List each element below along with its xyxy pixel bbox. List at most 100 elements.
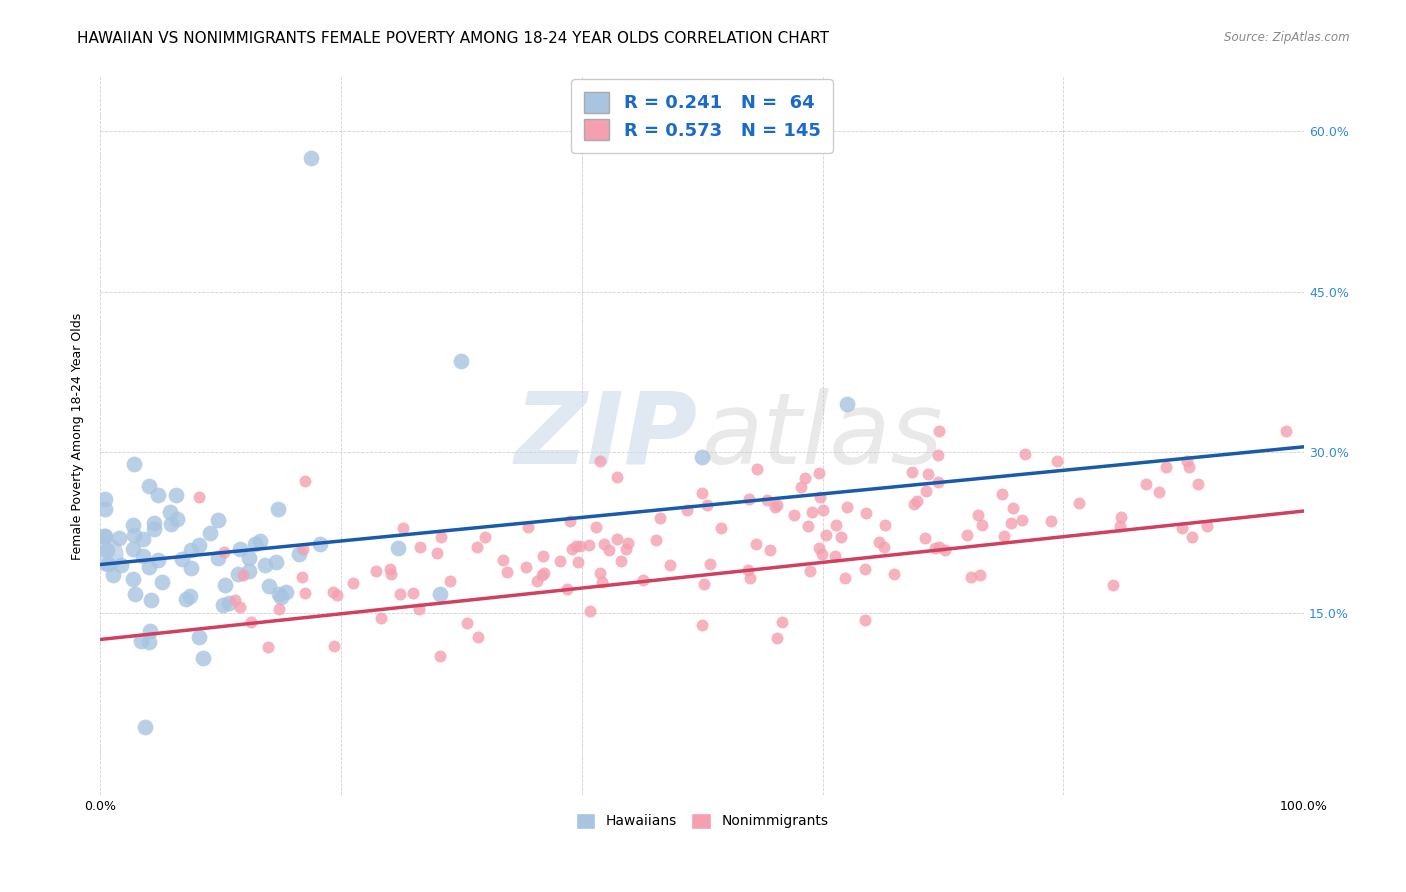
Point — [388, 587, 411, 601]
Point — [927, 448, 949, 462]
Point — [614, 541, 637, 556]
Point — [188, 490, 211, 504]
Point — [696, 499, 718, 513]
Point — [606, 533, 628, 547]
Point — [291, 570, 314, 584]
Point — [150, 575, 173, 590]
Point — [103, 567, 125, 582]
Point — [409, 540, 432, 554]
Point — [578, 538, 600, 552]
Point — [1187, 477, 1209, 491]
Point — [915, 484, 938, 499]
Point — [364, 564, 387, 578]
Point — [138, 634, 160, 648]
Point — [759, 543, 782, 558]
Point — [270, 591, 292, 605]
Point — [93, 529, 115, 543]
Point — [631, 573, 654, 587]
Point — [993, 529, 1015, 543]
Point — [229, 600, 252, 615]
Point — [1147, 485, 1170, 500]
Point — [180, 561, 202, 575]
Point — [991, 487, 1014, 501]
Point — [249, 534, 271, 549]
Point — [274, 584, 297, 599]
Point — [191, 651, 214, 665]
Point — [928, 540, 950, 554]
Point — [927, 475, 949, 489]
Point — [122, 542, 145, 557]
Point — [94, 529, 117, 543]
Point — [763, 500, 786, 515]
Point — [560, 515, 582, 529]
Point — [325, 588, 347, 602]
Point — [814, 528, 837, 542]
Point — [378, 561, 401, 575]
Point — [928, 424, 950, 438]
Point — [567, 555, 589, 569]
Point — [266, 556, 288, 570]
Point — [387, 541, 409, 555]
Point — [589, 453, 612, 467]
Point — [799, 565, 821, 579]
Point — [138, 560, 160, 574]
Point — [170, 551, 193, 566]
Point — [793, 471, 815, 485]
Point — [96, 547, 118, 561]
Point — [322, 585, 344, 599]
Point — [693, 577, 716, 591]
Point — [1109, 510, 1132, 524]
Point — [253, 558, 276, 573]
Point — [873, 518, 896, 533]
Point — [960, 570, 983, 584]
Point — [585, 519, 607, 533]
Point — [811, 503, 834, 517]
Point — [174, 592, 197, 607]
Point — [467, 630, 489, 644]
Point — [439, 574, 461, 588]
Point — [591, 575, 613, 590]
Point — [969, 567, 991, 582]
Point — [224, 593, 246, 607]
Point — [129, 633, 152, 648]
Y-axis label: Female Poverty Among 18-24 Year Olds: Female Poverty Among 18-24 Year Olds — [72, 312, 84, 559]
Point — [835, 500, 858, 514]
Point — [766, 631, 789, 645]
Point — [402, 585, 425, 599]
Point — [830, 530, 852, 544]
Point — [515, 559, 537, 574]
Point — [132, 532, 155, 546]
Point — [110, 558, 132, 572]
Point — [267, 601, 290, 615]
Legend: Hawaiians, Nonimmigrants: Hawaiians, Nonimmigrants — [569, 807, 834, 834]
Point — [139, 624, 162, 638]
Point — [1102, 578, 1125, 592]
Point — [238, 564, 260, 578]
Point — [1275, 424, 1298, 438]
Point — [835, 397, 858, 411]
Point — [1000, 516, 1022, 531]
Point — [1040, 514, 1063, 528]
Point — [699, 557, 721, 571]
Point — [783, 508, 806, 523]
Point — [180, 542, 202, 557]
Text: ZIP: ZIP — [515, 387, 697, 484]
Point — [1181, 530, 1204, 544]
Point — [533, 566, 555, 581]
Point — [905, 494, 928, 508]
Point — [738, 571, 761, 585]
Point — [146, 488, 169, 502]
Point — [807, 466, 830, 480]
Point — [267, 587, 290, 601]
Point — [188, 630, 211, 644]
Point — [143, 516, 166, 530]
Point — [745, 537, 768, 551]
Point — [243, 537, 266, 551]
Point — [555, 582, 578, 596]
Point — [132, 549, 155, 563]
Point — [914, 532, 936, 546]
Point — [165, 488, 187, 502]
Point — [1011, 513, 1033, 527]
Point — [108, 531, 131, 545]
Point — [825, 517, 848, 532]
